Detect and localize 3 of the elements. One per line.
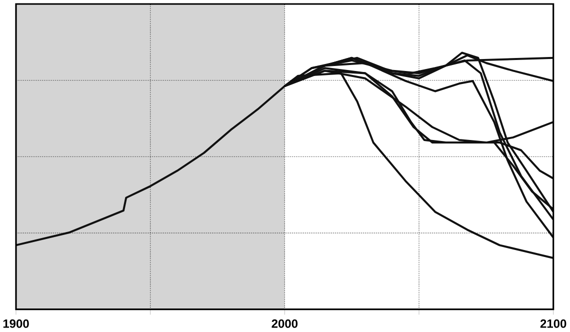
x-tick-label: 2100	[540, 319, 566, 328]
x-tick-label: 1900	[3, 319, 29, 328]
x-tick-label: 2000	[272, 319, 298, 328]
